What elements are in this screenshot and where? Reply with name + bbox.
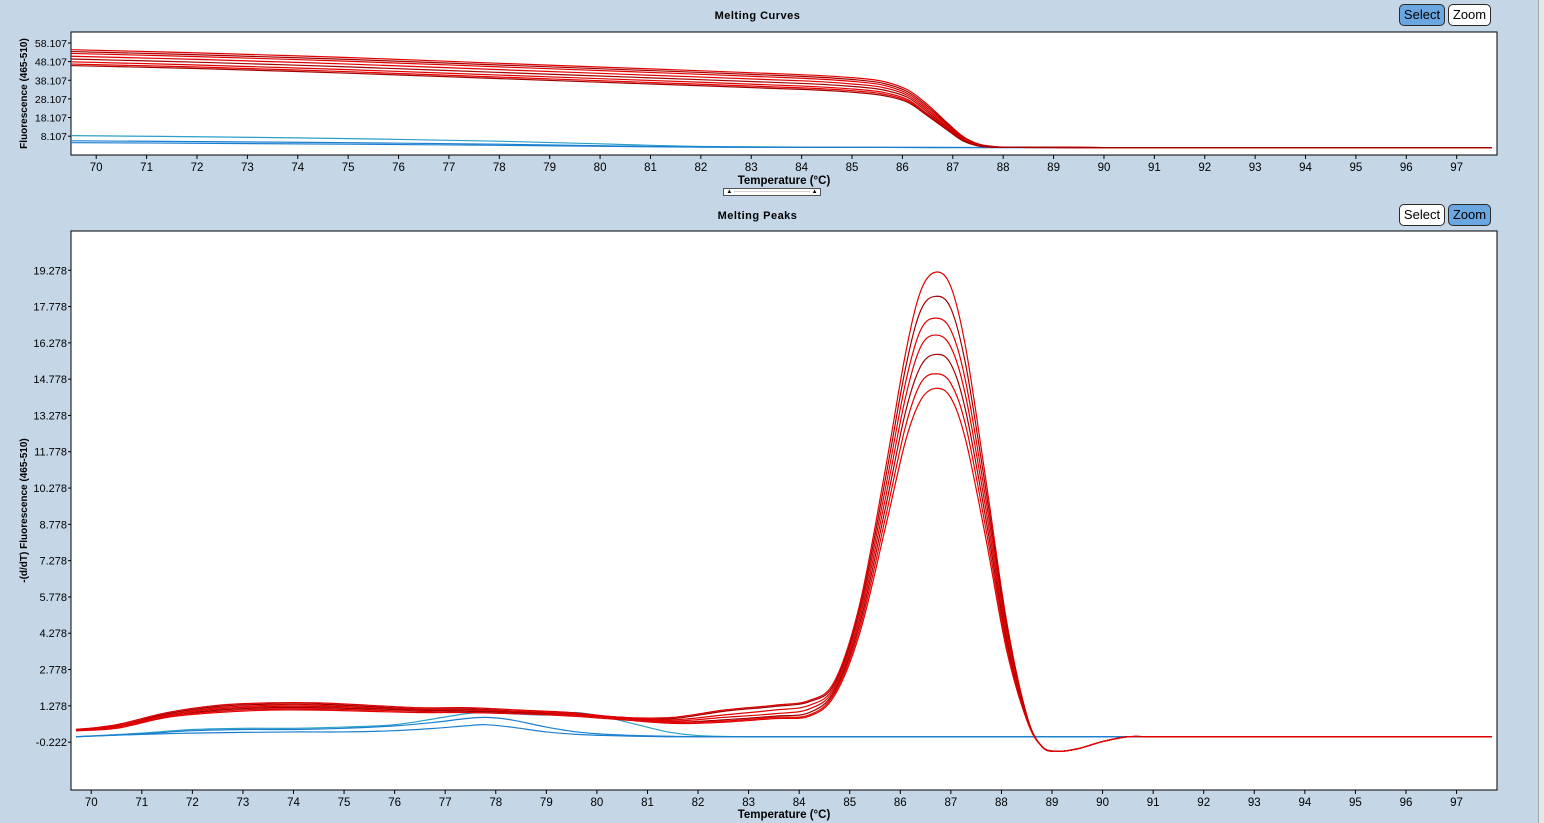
y-tick-label: 19.278 bbox=[33, 265, 67, 277]
x-tick-label: 85 bbox=[846, 162, 859, 174]
y-tick-label: 2.778 bbox=[39, 665, 67, 677]
x-tick-label: 92 bbox=[1198, 162, 1211, 174]
x-tick-label: 97 bbox=[1450, 797, 1463, 809]
y-axis-label: Fluorescence (465-510) bbox=[19, 38, 30, 149]
x-tick-label: 84 bbox=[793, 797, 806, 809]
melting-curves-title: Melting Curves bbox=[714, 10, 801, 22]
x-tick-label: 96 bbox=[1400, 162, 1413, 174]
x-tick-label: 85 bbox=[843, 797, 856, 809]
x-tick-label: 82 bbox=[694, 162, 707, 174]
x-tick-label: 94 bbox=[1299, 162, 1312, 174]
y-tick-label: 13.278 bbox=[33, 410, 67, 422]
y-tick-label: 38.107 bbox=[35, 75, 67, 87]
x-tick-label: 91 bbox=[1147, 797, 1160, 809]
x-tick-label: 83 bbox=[742, 797, 755, 809]
x-tick-label: 72 bbox=[186, 797, 199, 809]
y-tick-label: 16.278 bbox=[33, 338, 67, 350]
plot-area bbox=[70, 31, 1498, 156]
x-axis-label: Temperature (°C) bbox=[738, 809, 831, 821]
x-tick-label: 96 bbox=[1400, 797, 1413, 809]
melting-peaks-title: Melting Peaks bbox=[717, 210, 798, 222]
x-tick-label: 71 bbox=[135, 797, 148, 809]
x-tick-label: 70 bbox=[85, 797, 98, 809]
plot-area bbox=[70, 230, 1498, 791]
x-tick-label: 86 bbox=[896, 162, 909, 174]
y-tick-label: 10.278 bbox=[33, 483, 67, 495]
x-tick-label: 79 bbox=[540, 797, 553, 809]
window-right-edge bbox=[1538, 0, 1544, 823]
y-tick-label: 14.778 bbox=[33, 374, 67, 386]
x-tick-label: 86 bbox=[894, 797, 907, 809]
x-tick-label: 77 bbox=[439, 797, 452, 809]
x-tick-label: 79 bbox=[543, 162, 556, 174]
y-tick-label: 11.778 bbox=[34, 447, 67, 459]
x-axis-label: Temperature (°C) bbox=[738, 175, 831, 187]
x-tick-label: 90 bbox=[1098, 162, 1111, 174]
series-layer bbox=[75, 271, 1492, 752]
panel-splitter-handle[interactable]: ▲ ······································… bbox=[723, 188, 821, 196]
y-tick-label: -0.222 bbox=[36, 737, 67, 749]
x-tick-label: 77 bbox=[443, 162, 456, 174]
x-tick-label: 74 bbox=[291, 162, 304, 174]
y-tick-label: 8.778 bbox=[39, 519, 67, 531]
y-tick-label: 17.778 bbox=[33, 302, 67, 314]
y-tick-label: 8.107 bbox=[41, 131, 67, 143]
control-curve bbox=[76, 724, 1492, 738]
x-tick-label: 75 bbox=[342, 162, 355, 174]
x-tick-label: 82 bbox=[692, 797, 705, 809]
x-tick-label: 89 bbox=[1047, 162, 1060, 174]
y-axis-label: -(d/dT) Fluorescence (465-510) bbox=[19, 438, 30, 582]
x-tick-label: 93 bbox=[1249, 162, 1262, 174]
melting-curves-chart[interactable]: 70 71 72 73 74 75 76 77 78 79 80 81 82 83 84 85 86 87 88 89… bbox=[0, 0, 1544, 190]
x-tick-label: 80 bbox=[591, 797, 604, 809]
x-tick-label: 83 bbox=[745, 162, 758, 174]
sample-curve bbox=[76, 387, 1492, 752]
x-tick-label: 78 bbox=[489, 797, 502, 809]
x-tick-label: 88 bbox=[997, 162, 1010, 174]
x-tick-label: 73 bbox=[241, 162, 254, 174]
x-tick-label: 72 bbox=[191, 162, 204, 174]
x-tick-label: 76 bbox=[392, 162, 405, 174]
x-tick-label: 95 bbox=[1350, 162, 1363, 174]
x-tick-label: 90 bbox=[1096, 797, 1109, 809]
peaks-zoom-button[interactable]: Zoom bbox=[1448, 204, 1491, 226]
series-layer bbox=[71, 49, 1492, 149]
x-tick-label: 89 bbox=[1046, 797, 1059, 809]
y-tick-label: 18.107 bbox=[35, 113, 67, 125]
y-tick-label: 28.107 bbox=[35, 94, 67, 106]
y-tick-label: 48.107 bbox=[35, 57, 67, 69]
x-tick-label: 74 bbox=[287, 797, 300, 809]
x-tick-label: 97 bbox=[1450, 162, 1463, 174]
y-tick-label: 4.278 bbox=[39, 628, 67, 640]
x-tick-label: 81 bbox=[641, 797, 654, 809]
x-tick-label: 94 bbox=[1298, 797, 1311, 809]
x-tick-label: 87 bbox=[946, 162, 959, 174]
peaks-select-button[interactable]: Select bbox=[1399, 204, 1445, 226]
sample-curve bbox=[71, 64, 1492, 149]
y-tick-label: 7.278 bbox=[39, 556, 67, 568]
x-tick-label: 71 bbox=[140, 162, 153, 174]
x-tick-label: 76 bbox=[388, 797, 401, 809]
y-tick-label: 5.778 bbox=[39, 592, 67, 604]
curves-select-button[interactable]: Select bbox=[1399, 4, 1445, 26]
x-tick-label: 95 bbox=[1349, 797, 1362, 809]
y-tick-label: 1.278 bbox=[39, 701, 67, 713]
x-tick-label: 78 bbox=[493, 162, 506, 174]
x-tick-label: 80 bbox=[594, 162, 607, 174]
curves-zoom-button[interactable]: Zoom bbox=[1448, 4, 1491, 26]
x-tick-label: 87 bbox=[944, 797, 957, 809]
x-tick-label: 73 bbox=[237, 797, 250, 809]
x-tick-label: 92 bbox=[1197, 797, 1210, 809]
x-tick-label: 75 bbox=[338, 797, 351, 809]
x-tick-label: 88 bbox=[995, 797, 1008, 809]
x-tick-label: 70 bbox=[90, 162, 103, 174]
x-tick-label: 91 bbox=[1148, 162, 1161, 174]
y-tick-label: 58.107 bbox=[35, 38, 67, 50]
x-tick-label: 84 bbox=[795, 162, 808, 174]
x-tick-label: 93 bbox=[1248, 797, 1261, 809]
x-tick-label: 81 bbox=[644, 162, 657, 174]
